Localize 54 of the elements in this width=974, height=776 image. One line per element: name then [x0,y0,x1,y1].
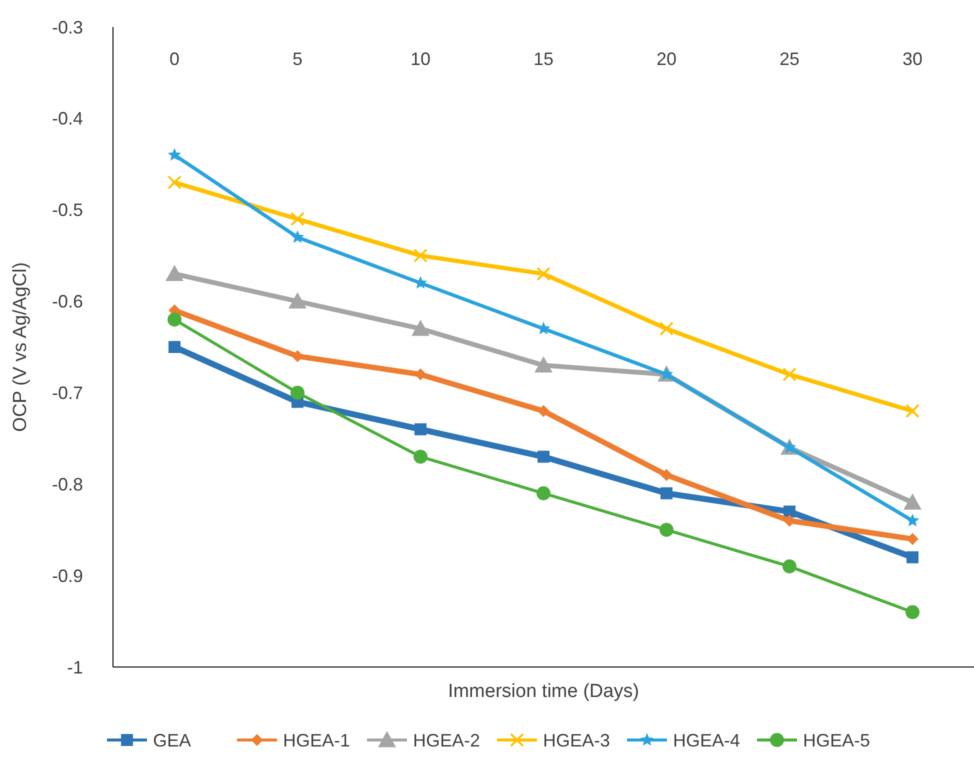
point [534,356,552,372]
x-tick-label: 25 [779,49,800,69]
y-tick-label: -0.9 [52,566,83,586]
x-axis-title: Immersion time (Days) [448,681,640,702]
point [288,292,306,308]
legend-label: HGEA-1 [283,730,350,750]
x-tick-label: 15 [533,49,554,69]
y-tick-label: -1 [66,657,83,678]
point [290,386,304,400]
point [412,320,430,336]
point [290,230,304,243]
legend-label: GEA [153,730,192,750]
point [414,423,426,436]
point [660,469,672,481]
y-axis-title: OCP (V vs Ag/AgCl) [10,262,31,432]
y-tick-label: -0.7 [52,383,83,404]
legend-label: HGEA-5 [803,730,870,750]
x-tick-label: 0 [169,49,180,69]
x-tick-label: 5 [292,49,303,69]
legend-label: HGEA-4 [673,730,740,750]
point [414,450,428,464]
point [906,514,920,526]
point [168,175,182,190]
point [660,522,674,537]
point [168,341,180,353]
point [906,551,918,564]
point [166,264,184,282]
point [784,506,796,518]
point [414,248,428,263]
legend-label: HGEA-3 [543,730,610,750]
y-tick-label: -0.5 [52,200,83,220]
point [536,486,550,500]
point [660,322,674,336]
point [906,404,920,418]
point [168,312,182,327]
point [660,487,672,500]
x-tick-label: 20 [656,49,677,69]
point [782,559,796,574]
point [904,493,922,510]
point [168,148,182,161]
point [538,405,550,417]
y-tick-label: -0.4 [52,108,83,129]
y-tick-label: -0.6 [52,292,83,312]
point [536,266,550,281]
y-tick-label: -0.8 [52,474,83,494]
point [906,605,920,620]
point [292,350,304,362]
legend-label: HGEA-2 [413,730,480,750]
point [538,450,550,463]
point [782,367,796,382]
x-tick-label: 10 [410,49,431,69]
x-tick-label: 30 [902,49,923,69]
y-tick-label: -0.3 [52,17,83,38]
point [290,212,304,226]
